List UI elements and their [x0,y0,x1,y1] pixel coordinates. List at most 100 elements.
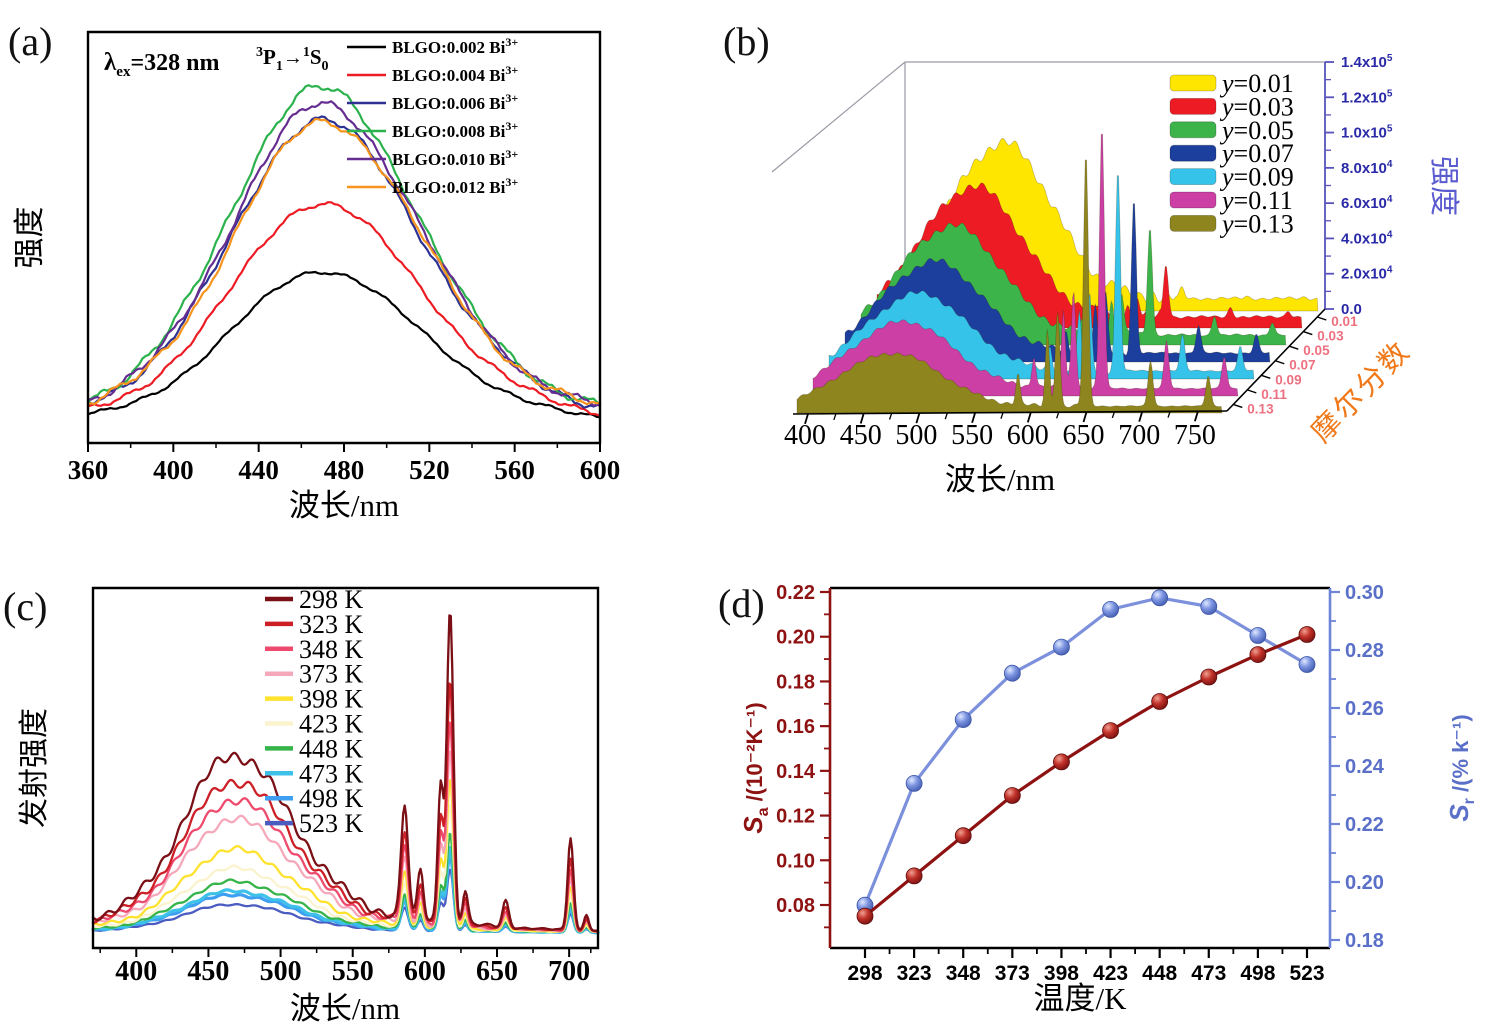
legend-label: y=0.07 [1219,139,1294,168]
legend-label: BLGO:0.006 Bi3+ [392,91,518,113]
x-tick-label: 520 [409,455,450,485]
legend-swatch [1169,74,1217,92]
mole-fraction-tick [1317,316,1327,321]
panel-label-d: (d) [718,581,765,626]
left-tick-label: 0.12 [776,806,815,828]
mole-fraction-tick [1247,389,1257,394]
x-minor-tick [1167,411,1171,418]
x-tick-label: 348 [946,962,981,985]
legend-label: BLGO:0.012 Bi3+ [392,175,518,197]
mole-fraction-tick [1289,345,1299,350]
legend-label: 448 K [299,734,364,763]
legend-label: 423 K [299,710,364,739]
x-minor-tick [833,413,837,421]
x-tick-label: 323 [897,962,932,985]
x-axis-title: 温度/K [1034,981,1128,1016]
mole-fraction-tick-label: 0.11 [1261,387,1287,402]
plot-border [91,586,600,950]
x-tick-label: 398 [1044,962,1079,985]
x-tick-label: 498 [1240,962,1275,985]
waterfall-series [812,133,1239,397]
x-tick [804,413,809,425]
legend-label: y=0.05 [1219,116,1294,145]
panel-label-b: (b) [723,19,770,64]
mole-fraction-tick [1275,360,1285,365]
legend-label: 498 K [299,784,364,813]
left-tick-label: 0.10 [776,850,815,872]
x-tick-label: 700 [1118,420,1160,451]
x-tick-label: 450 [187,956,229,987]
x-minor-tick [944,412,948,420]
x-tick [1138,411,1144,422]
sr-line [863,596,1309,907]
panel-d-chart: 0.22 0.20 0.18 0.16 0.14 0.12 0.10 0.08 0.30 0.28… [738,582,1478,1016]
x-tick [915,412,921,424]
sa-data-point [1298,626,1316,643]
left-tick-label: 0.20 [776,627,815,649]
x-tick-label: 600 [404,956,446,987]
legend-label: 398 K [299,685,364,714]
legend-label: 298 K [299,585,364,614]
x-minor-tick [1111,411,1115,419]
x-tick [971,412,976,423]
x-tick-label: 473 [1191,962,1226,985]
sr-data-point [905,775,923,792]
mole-fraction-tick [1303,330,1313,336]
left-axis-title: Sa /(10⁻²K⁻¹) [738,702,772,833]
waterfall-series [828,175,1255,380]
right-tick-label: 0.22 [1345,814,1384,836]
x-tick-label: 550 [951,420,993,451]
left-tick-label: 0.16 [776,716,815,738]
legend-swatch [1169,214,1217,232]
intensity-tick-label: 1.4x105 [1341,53,1393,71]
x-tick-label: 560 [494,455,535,485]
x-minor-tick [888,413,893,420]
x-tick-label: 500 [260,956,302,987]
panel-label-c: (c) [3,584,48,629]
mole-fraction-tick-label: 0.13 [1247,401,1274,416]
left-tick-label: 0.14 [776,761,816,783]
x-tick-label: 650 [476,956,518,987]
x-tick-label: 400 [784,420,826,451]
sr-data-point [1249,627,1267,644]
mole-fraction-tick-label: 0.03 [1317,329,1344,344]
mole-fraction-axis [1226,308,1326,412]
series-curve [86,100,602,407]
x-tick-label: 360 [68,455,109,485]
legend-swatch [1169,144,1217,162]
x-tick-label: 480 [324,455,365,485]
x-tick-label: 600 [1007,420,1049,451]
right-tick-label: 0.24 [1345,756,1385,778]
y-axis-title: 强度 [12,207,47,269]
x-tick-label: 440 [238,455,279,485]
left-tick-label: 0.08 [776,895,815,917]
sr-data-point [954,711,972,728]
legend-label: y=0.01 [1219,69,1294,98]
sa-data-point [1200,668,1218,686]
x-tick-label: 448 [1142,962,1177,985]
x-tick-label: 500 [895,420,937,451]
legend-label: 523 K [299,809,364,838]
transition-annotation: 3P1→1S0 [256,45,329,74]
waterfall-series [796,159,1223,414]
intensity-tick-label: 6.0x104 [1341,194,1393,212]
x-tick-label: 750 [1174,420,1216,451]
sa-data-point [1003,787,1021,804]
excitation-annotation: λex=328 nm [104,49,219,80]
sr-data-point [1102,601,1119,618]
x-minor-tick [1000,412,1004,419]
x-tick [859,413,865,424]
mole-fraction-tick-label: 0.05 [1303,343,1330,358]
series-curve [86,270,602,419]
mole-fraction-tick-label: 0.09 [1275,372,1301,387]
x-tick-label: 550 [332,956,374,987]
x-axis-title: 波长/nm [289,488,399,523]
x-axis-title: 波长/nm [945,462,1055,497]
sr-data-point [1298,656,1316,673]
x-tick-label: 700 [548,956,590,987]
intensity-tick-label: 8.0x104 [1341,159,1393,177]
x-tick [1194,410,1199,422]
series-curve [86,115,602,409]
